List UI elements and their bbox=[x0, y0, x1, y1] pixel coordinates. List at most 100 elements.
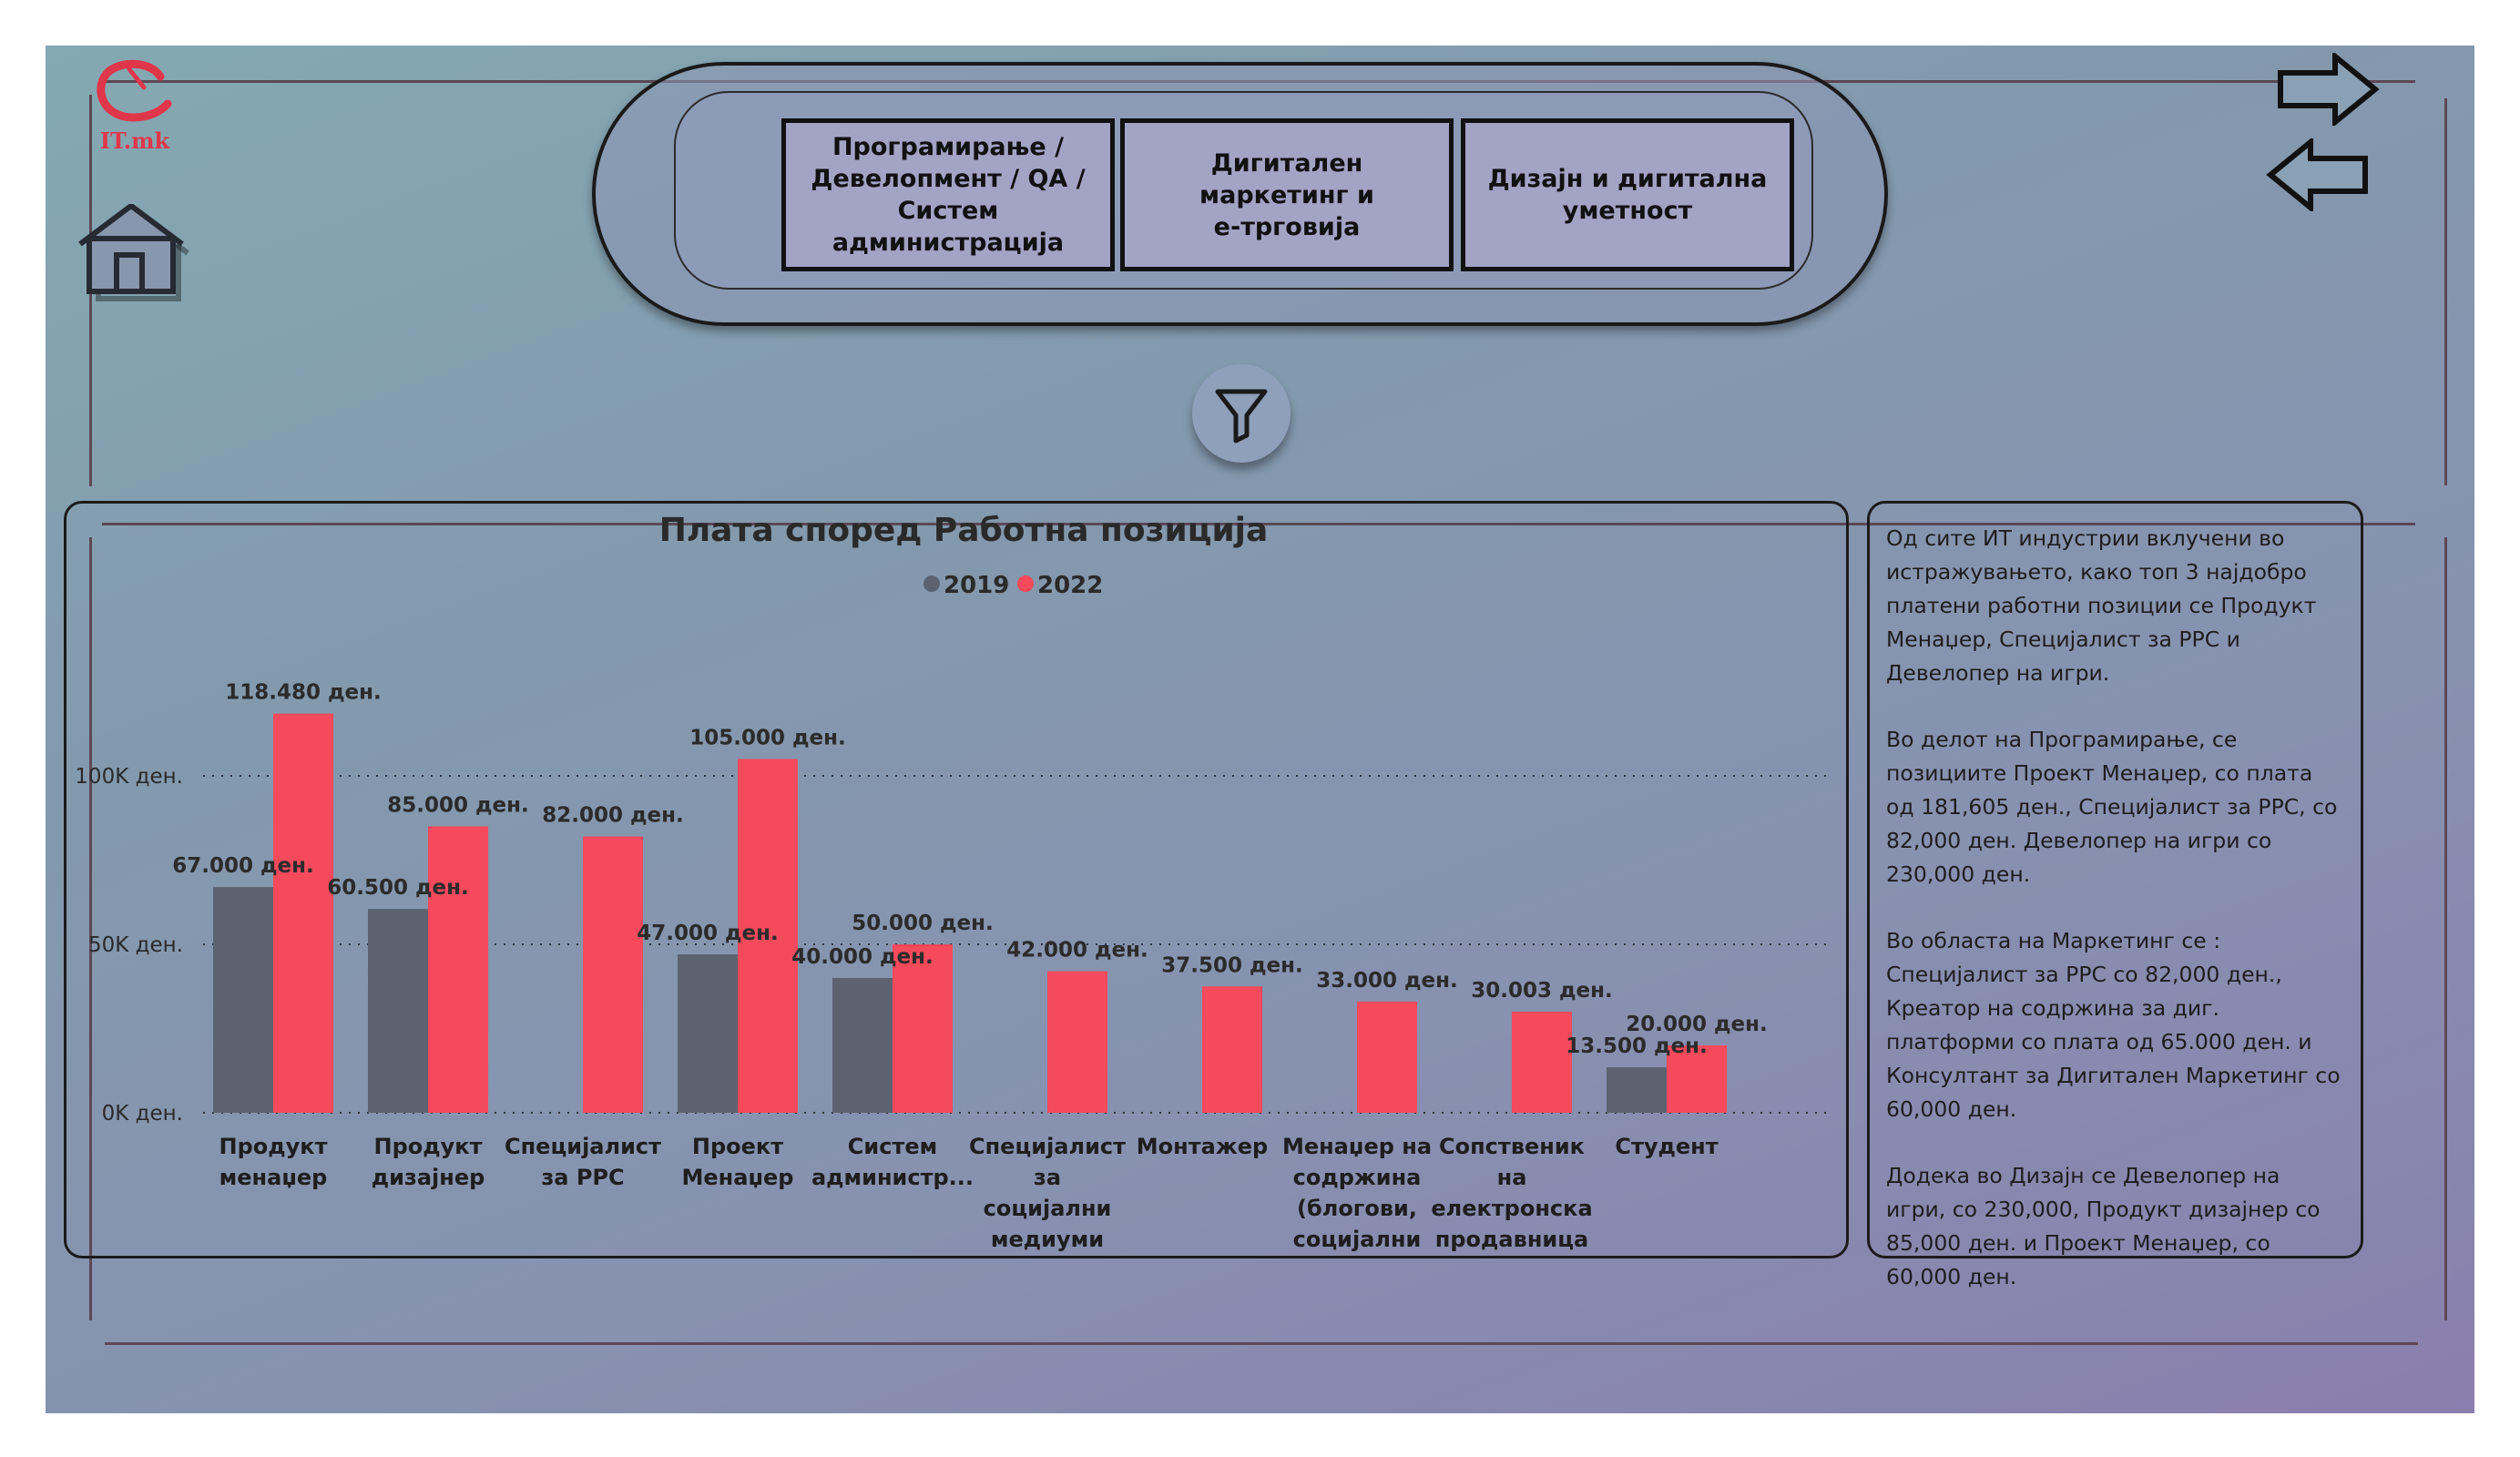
x-tick-label: Менаџер насодржина(блогови,социјалнимеди… bbox=[1282, 1134, 1432, 1256]
x-tick-line: Специјалист bbox=[969, 1134, 1126, 1159]
x-tick-line: Продукт bbox=[219, 1134, 328, 1159]
y-tick-label: 0K ден. bbox=[102, 1102, 183, 1126]
left-frame-bottom bbox=[89, 537, 92, 1320]
tab-programming-label: Програмирање / Девелопмент / QA / Систем… bbox=[811, 133, 1086, 257]
data-label-2022: 33.000 ден. bbox=[1316, 969, 1458, 993]
x-tick-label: Продукт дизајнер bbox=[372, 1134, 485, 1190]
x-tick-line: Студент bbox=[1615, 1134, 1718, 1159]
x-tick-line: содржина bbox=[1293, 1165, 1422, 1190]
salary-bar-chart: Плата според Работна позиција 2019 2022 0… bbox=[75, 512, 1833, 1283]
data-label-2022: 20.000 ден. bbox=[1626, 1013, 1768, 1036]
x-tick-label: Студент bbox=[1615, 1134, 1718, 1159]
x-tick-line: социјални bbox=[1293, 1227, 1422, 1252]
x-tick-line: (блогови, bbox=[1297, 1196, 1417, 1221]
x-tick-line: Менаџер bbox=[682, 1165, 794, 1190]
insight-paragraph: Во областа на Маркетинг се : Специјалист… bbox=[1886, 928, 2341, 1122]
x-tick-line: дизајнер bbox=[372, 1165, 485, 1190]
x-tick-line: социјални bbox=[984, 1196, 1112, 1221]
bar-2022 bbox=[273, 713, 333, 1113]
home-button[interactable] bbox=[77, 202, 195, 304]
x-tick-label: Систем администр... bbox=[811, 1134, 974, 1190]
chart-data-labels: 67.000 ден. 118.480 ден. 60.500 ден. 85.000… bbox=[172, 681, 1768, 1058]
data-label-2022: 50.000 ден. bbox=[852, 912, 994, 935]
bar-2019 bbox=[368, 909, 428, 1113]
y-tick-label: 50K ден. bbox=[88, 933, 183, 957]
x-tick-line: за PPC bbox=[541, 1165, 624, 1190]
x-tick-line: Продукт bbox=[374, 1134, 483, 1159]
itmk-logo[interactable]: IT.mk bbox=[89, 56, 180, 154]
home-icon bbox=[78, 202, 189, 301]
logo-text: IT.mk bbox=[99, 127, 170, 154]
x-tick-label: Сопственик на електронска продавница bbox=[1431, 1134, 1592, 1252]
tab-design[interactable]: Дизајн и дигитална уметност bbox=[1461, 118, 1794, 271]
x-tick-label: Проект Менаџер bbox=[682, 1134, 794, 1190]
filter-button[interactable] bbox=[1192, 364, 1291, 463]
bottom-divider bbox=[105, 1342, 2418, 1345]
insights-panel: Од сите ИТ индустрии вклучени во истражу… bbox=[1867, 501, 2363, 1289]
x-tick-line: на bbox=[1497, 1165, 1527, 1190]
chart-x-axis: Продукт менаџер Продукт дизајнер Специјалист… bbox=[219, 1134, 1719, 1283]
insight-paragraph: Додека во Дизајн се Девелопер на игри, с… bbox=[1886, 1163, 2321, 1289]
tab-programming[interactable]: Програмирање / Девелопмент / QA / Систем… bbox=[781, 118, 1115, 271]
bar-2022 bbox=[1667, 1045, 1727, 1113]
legend-label-2022: 2022 bbox=[1037, 572, 1103, 599]
data-label-2022: 105.000 ден. bbox=[689, 727, 846, 750]
filter-funnel-icon bbox=[1215, 389, 1268, 443]
bar-2019 bbox=[832, 978, 893, 1113]
x-tick-line: Менаџер на bbox=[1282, 1134, 1432, 1159]
x-tick-line: медиуми bbox=[991, 1227, 1104, 1252]
bar-2022 bbox=[1202, 986, 1262, 1113]
chart-legend: 2019 2022 bbox=[923, 572, 1103, 599]
x-tick-label: Продукт менаџер bbox=[219, 1134, 328, 1190]
arrow-right-icon[interactable] bbox=[2275, 53, 2380, 126]
data-label-2022: 42.000 ден. bbox=[1006, 939, 1148, 963]
data-label-2019: 47.000 ден. bbox=[637, 922, 779, 945]
x-tick-line: за bbox=[1034, 1165, 1061, 1190]
data-label-2022: 30.003 ден. bbox=[1471, 979, 1613, 1003]
insight-paragraph: Во делот на Програмирање, се позициите П… bbox=[1886, 727, 2338, 887]
data-label-2022: 37.500 ден. bbox=[1161, 953, 1303, 977]
x-tick-label: Монтажер bbox=[1137, 1134, 1268, 1159]
bar-2019 bbox=[678, 954, 738, 1113]
salary-chart-panel: Плата според Работна позиција 2019 2022 0… bbox=[64, 501, 1849, 1283]
data-label-2019: 13.500 ден. bbox=[1566, 1034, 1708, 1058]
x-tick-line: менаџер bbox=[219, 1165, 328, 1190]
x-tick-line: продавница bbox=[1435, 1227, 1588, 1252]
bar-2022 bbox=[893, 944, 953, 1113]
tab-design-label: Дизајн и дигитална уметност bbox=[1487, 165, 1768, 225]
bar-2019 bbox=[1607, 1067, 1667, 1113]
data-label-2022: 82.000 ден. bbox=[542, 804, 684, 828]
bar-2022 bbox=[583, 836, 643, 1113]
bar-2022 bbox=[1512, 1011, 1572, 1113]
x-tick-line: Систем bbox=[848, 1134, 937, 1159]
x-tick-line: Сопственик bbox=[1439, 1134, 1585, 1159]
bar-2022 bbox=[738, 759, 798, 1113]
arrow-left-icon[interactable] bbox=[2266, 138, 2371, 211]
bar-2022 bbox=[428, 826, 488, 1113]
middle-divider bbox=[102, 523, 2415, 525]
bar-2019 bbox=[213, 887, 273, 1113]
right-frame-bottom bbox=[2444, 537, 2447, 1320]
x-tick-line: Специјалист bbox=[505, 1134, 661, 1159]
chart-bars bbox=[213, 713, 1727, 1113]
x-tick-label: Специјалист за PPC bbox=[505, 1134, 661, 1190]
y-tick-label: 100K ден. bbox=[75, 765, 183, 789]
data-label-2019: 67.000 ден. bbox=[172, 854, 314, 878]
itmk-logo-icon bbox=[97, 59, 172, 122]
x-tick-line: електронска bbox=[1431, 1196, 1592, 1221]
data-label-2022: 85.000 ден. bbox=[387, 794, 529, 818]
data-label-2022: 118.480 ден. bbox=[225, 681, 382, 705]
bar-2022 bbox=[1357, 1001, 1417, 1113]
x-tick-label: Специјалист за социјални медиуми bbox=[969, 1134, 1126, 1252]
bar-2022 bbox=[1047, 971, 1107, 1113]
data-label-2019: 40.000 ден. bbox=[791, 945, 934, 969]
tab-digital-marketing-label: Дигитален маркетинг и е-трговија bbox=[1199, 148, 1374, 241]
legend-marker-2019 bbox=[923, 576, 940, 592]
legend-label-2019: 2019 bbox=[944, 572, 1009, 599]
x-tick-line: Проект bbox=[692, 1134, 783, 1159]
legend-marker-2022 bbox=[1017, 576, 1034, 592]
data-label-2019: 60.500 ден. bbox=[327, 876, 469, 900]
x-tick-line: администр... bbox=[811, 1165, 974, 1190]
right-frame-top bbox=[2444, 98, 2447, 485]
tab-digital-marketing[interactable]: Дигитален маркетинг и е-трговија bbox=[1120, 118, 1454, 271]
